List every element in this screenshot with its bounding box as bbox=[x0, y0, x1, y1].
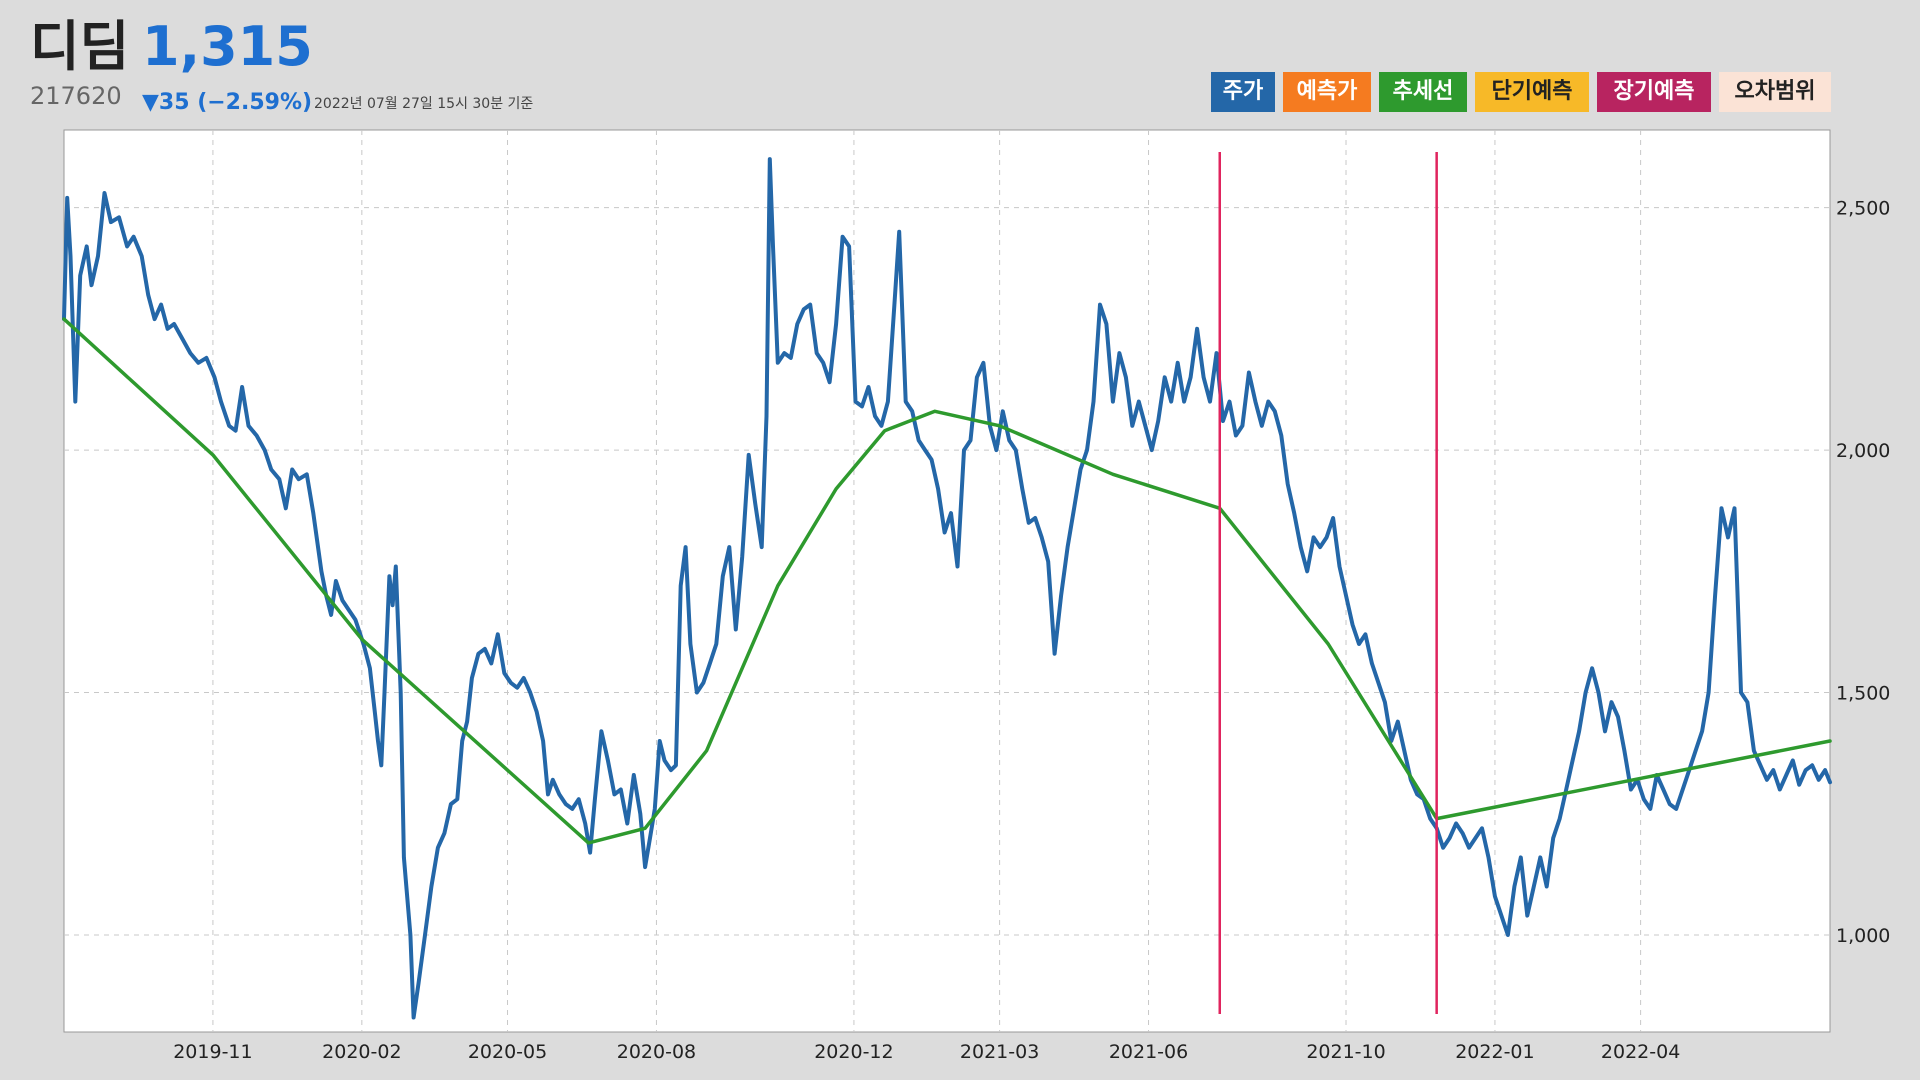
current-price: 1,315 bbox=[142, 15, 313, 78]
trend-line bbox=[62, 317, 1832, 845]
stock-code: 217620 bbox=[30, 82, 122, 110]
legend-item-forecast[interactable]: 예측가 bbox=[1283, 72, 1371, 112]
x-tick-label: 2020-12 bbox=[814, 1041, 893, 1063]
legend-item-error-range[interactable]: 오차범위 bbox=[1719, 72, 1831, 112]
legend-item-trendline[interactable]: 추세선 bbox=[1379, 72, 1467, 112]
y-tick-label: 1,000 bbox=[1836, 925, 1890, 947]
x-tick-label: 2021-03 bbox=[960, 1041, 1039, 1063]
x-tick-label: 2022-01 bbox=[1455, 1041, 1534, 1063]
x-tick-label: 2021-06 bbox=[1109, 1041, 1188, 1063]
legend-item-long-term[interactable]: 장기예측 bbox=[1597, 72, 1711, 112]
x-tick-label: 2022-04 bbox=[1601, 1041, 1680, 1063]
y-tick-label: 1,500 bbox=[1836, 683, 1890, 705]
x-tick-label: 2021-10 bbox=[1306, 1041, 1385, 1063]
x-tick-label: 2020-05 bbox=[468, 1041, 547, 1063]
plot-area bbox=[63, 129, 1831, 1033]
legend-item-short-term[interactable]: 단기예측 bbox=[1475, 72, 1589, 112]
x-tick-label: 2020-08 bbox=[617, 1041, 696, 1063]
stock-name: 디딤 bbox=[30, 15, 130, 78]
x-tick-label: 2020-02 bbox=[322, 1041, 401, 1063]
timestamp: 2022년 07월 27일 15시 30분 기준 bbox=[314, 96, 534, 112]
y-tick-label: 2,000 bbox=[1836, 440, 1890, 462]
x-tick-label: 2019-11 bbox=[173, 1041, 252, 1063]
legend-item-price[interactable]: 주가 bbox=[1211, 72, 1275, 112]
price-line bbox=[62, 157, 1832, 1020]
y-tick-label: 2,500 bbox=[1836, 198, 1890, 220]
price-change: ▼35 (−2.59%) bbox=[142, 90, 313, 115]
